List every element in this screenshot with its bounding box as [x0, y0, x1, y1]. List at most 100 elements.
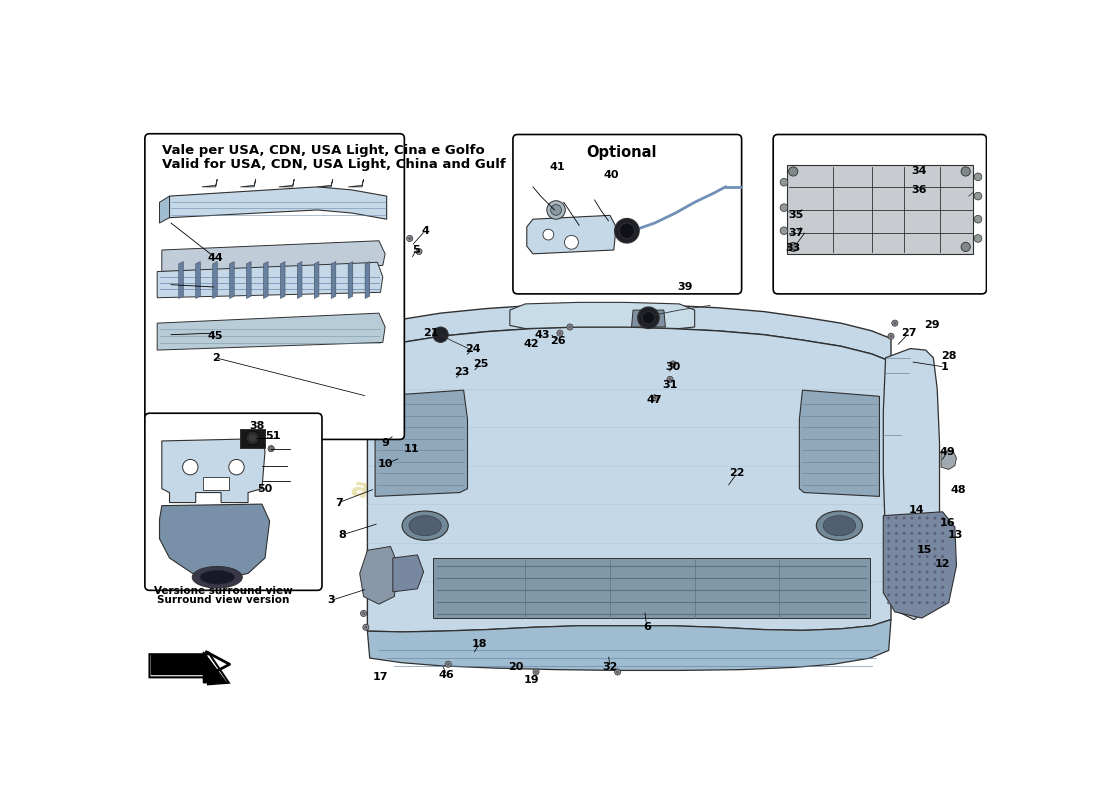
Ellipse shape [403, 511, 449, 540]
Text: 30: 30 [666, 362, 681, 372]
Circle shape [615, 218, 639, 243]
Text: 51: 51 [265, 431, 280, 442]
Circle shape [933, 578, 936, 581]
Text: a passion for parts since 1985: a passion for parts since 1985 [350, 475, 793, 594]
Circle shape [926, 562, 928, 566]
Circle shape [615, 669, 620, 675]
Circle shape [363, 624, 368, 630]
FancyBboxPatch shape [773, 134, 987, 294]
Text: 10: 10 [377, 459, 393, 469]
Ellipse shape [823, 516, 856, 536]
Circle shape [894, 586, 898, 589]
Circle shape [569, 326, 572, 329]
Text: 45: 45 [208, 331, 223, 342]
Circle shape [902, 539, 905, 542]
Circle shape [911, 578, 913, 581]
Text: 23: 23 [454, 366, 470, 377]
Circle shape [667, 376, 673, 382]
Circle shape [566, 324, 573, 330]
Text: Optional: Optional [586, 145, 657, 159]
Polygon shape [246, 262, 251, 298]
Polygon shape [212, 262, 218, 298]
Circle shape [911, 532, 913, 535]
Circle shape [917, 555, 921, 558]
Circle shape [547, 201, 565, 219]
Polygon shape [280, 262, 285, 298]
Text: 36: 36 [912, 185, 927, 195]
Text: 16: 16 [939, 518, 955, 528]
Text: 11: 11 [404, 444, 419, 454]
Circle shape [183, 459, 198, 475]
Text: 28: 28 [940, 351, 957, 362]
Text: 25: 25 [473, 359, 488, 369]
Circle shape [911, 594, 913, 597]
Circle shape [911, 555, 913, 558]
Circle shape [926, 517, 928, 519]
Polygon shape [367, 619, 891, 670]
Circle shape [911, 601, 913, 604]
Text: 44: 44 [208, 253, 223, 262]
Circle shape [416, 249, 422, 254]
Circle shape [268, 446, 274, 452]
Circle shape [780, 178, 788, 186]
Circle shape [926, 570, 928, 574]
Circle shape [942, 594, 944, 597]
Circle shape [942, 547, 944, 550]
Polygon shape [279, 179, 295, 187]
Circle shape [942, 601, 944, 604]
Circle shape [433, 327, 449, 342]
Circle shape [362, 612, 365, 615]
Circle shape [890, 334, 892, 338]
Text: Ferrari: Ferrari [403, 397, 771, 504]
Text: 14: 14 [909, 506, 924, 515]
Text: 5: 5 [412, 245, 420, 255]
Circle shape [894, 594, 898, 597]
Polygon shape [367, 304, 891, 362]
Circle shape [551, 205, 561, 215]
Circle shape [942, 532, 944, 535]
Circle shape [616, 670, 619, 674]
Polygon shape [264, 262, 268, 298]
Circle shape [933, 570, 936, 574]
Circle shape [805, 228, 812, 234]
Circle shape [902, 532, 905, 535]
Ellipse shape [200, 570, 234, 584]
Circle shape [229, 459, 244, 475]
Circle shape [942, 586, 944, 589]
Text: 7: 7 [336, 498, 343, 507]
Circle shape [975, 173, 982, 181]
FancyBboxPatch shape [145, 414, 322, 590]
Circle shape [894, 578, 898, 581]
Circle shape [917, 517, 921, 519]
Circle shape [933, 601, 936, 604]
Circle shape [926, 594, 928, 597]
Circle shape [888, 524, 890, 527]
Circle shape [902, 517, 905, 519]
Text: 49: 49 [939, 446, 955, 457]
Circle shape [789, 242, 797, 251]
Circle shape [894, 562, 898, 566]
Circle shape [911, 524, 913, 527]
Circle shape [888, 532, 890, 535]
Circle shape [942, 524, 944, 527]
Circle shape [894, 524, 898, 527]
Circle shape [407, 235, 412, 242]
Text: 1: 1 [940, 362, 949, 372]
Text: 21: 21 [424, 328, 439, 338]
Text: 43: 43 [535, 330, 550, 340]
Polygon shape [883, 349, 939, 619]
Circle shape [364, 626, 367, 629]
Text: 17: 17 [373, 672, 388, 682]
Polygon shape [202, 179, 218, 187]
Circle shape [942, 555, 944, 558]
Polygon shape [230, 262, 234, 298]
Circle shape [917, 594, 921, 597]
Ellipse shape [192, 566, 242, 588]
Circle shape [894, 532, 898, 535]
Circle shape [888, 517, 890, 519]
Bar [375, 389, 392, 398]
Circle shape [892, 320, 898, 326]
Circle shape [926, 555, 928, 558]
Text: Versione surround view: Versione surround view [154, 586, 293, 596]
Circle shape [894, 547, 898, 550]
